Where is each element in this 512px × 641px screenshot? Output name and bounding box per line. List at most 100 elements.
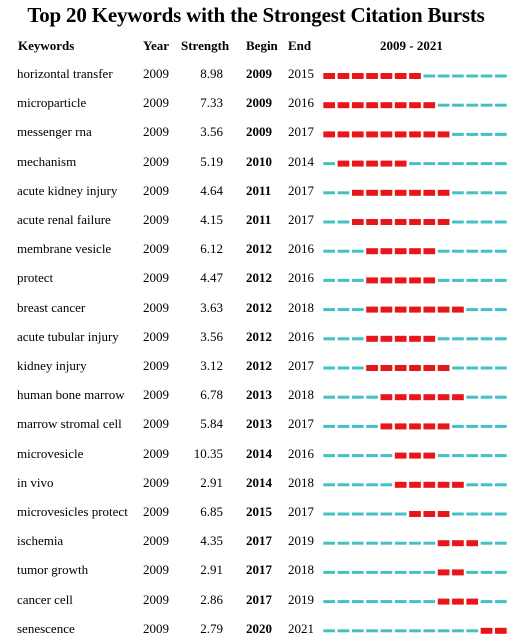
row-end-year: 2018 <box>288 474 314 490</box>
timeline-segment <box>337 366 350 370</box>
timeline-segment <box>323 395 336 399</box>
timeline-segment <box>409 570 421 574</box>
timeline-segment <box>380 512 393 516</box>
timeline-segment <box>480 132 493 136</box>
timeline-segment <box>480 424 493 428</box>
timeline-segment <box>494 570 507 574</box>
timeline-segment <box>366 454 378 458</box>
timeline-segment <box>351 308 364 312</box>
burst-segment <box>351 189 364 196</box>
row-begin-year: 2009 <box>246 95 272 111</box>
timeline-segment <box>466 337 479 341</box>
row-begin-year: 2017 <box>246 562 272 578</box>
timeline-segment <box>351 512 364 516</box>
burst-segment <box>452 394 464 401</box>
row-keyword: mechanism <box>17 153 77 169</box>
timeline-segment <box>480 483 493 487</box>
row-keyword: microparticle <box>17 95 87 111</box>
burst-segment <box>380 131 393 138</box>
row-keyword: acute renal failure <box>17 212 111 227</box>
row-keyword: protect <box>17 270 54 286</box>
timeline-segment <box>323 308 336 312</box>
row-begin-year: 2012 <box>246 328 272 344</box>
row-end-year: 2021 <box>288 620 314 636</box>
burst-segment <box>394 131 407 138</box>
row-begin-year: 2012 <box>246 241 272 257</box>
timeline-segment <box>452 629 464 633</box>
burst-segment <box>409 189 421 196</box>
row-strength: 2.91 <box>200 474 223 490</box>
timeline-segment <box>380 629 393 633</box>
burst-segment <box>423 219 436 225</box>
timeline-segment <box>323 191 336 195</box>
row-begin-year: 2012 <box>246 270 272 286</box>
timeline-segment <box>337 249 350 253</box>
timeline-segment <box>480 395 493 399</box>
row-keyword: acute tubular injury <box>17 328 119 344</box>
row-end-year: 2017 <box>288 182 314 198</box>
burst-segment <box>437 423 450 430</box>
timeline-segment <box>452 132 464 136</box>
burst-segment <box>452 481 464 488</box>
burst-segment <box>366 160 378 167</box>
burst-segment <box>409 248 421 255</box>
row-year: 2009 <box>143 620 169 636</box>
burst-segment <box>409 481 421 488</box>
timeline-segment <box>466 162 479 166</box>
row-strength: 4.47 <box>200 270 223 286</box>
burst-segment <box>380 423 393 430</box>
timeline-segment <box>466 308 479 312</box>
row-year: 2009 <box>143 387 169 403</box>
row-keyword: kidney injury <box>17 358 87 373</box>
burst-segment <box>423 102 436 109</box>
row-strength: 4.15 <box>200 212 223 227</box>
burst-segment <box>337 131 350 138</box>
row-year: 2009 <box>143 212 169 227</box>
timeline-segment <box>494 366 507 370</box>
burst-segment <box>351 131 364 138</box>
timeline-segment <box>480 74 493 78</box>
row-end-year: 2016 <box>288 270 314 286</box>
row-begin-year: 2014 <box>246 474 272 490</box>
row-year: 2009 <box>143 124 169 140</box>
timeline-segment <box>366 570 378 574</box>
timeline-segment <box>394 629 407 633</box>
burst-segment <box>452 598 464 605</box>
burst-segment <box>394 73 407 79</box>
row-strength: 7.33 <box>200 95 223 111</box>
row-end-year: 2019 <box>288 533 314 549</box>
timeline-segment <box>351 541 364 545</box>
timeline-segment <box>480 103 493 107</box>
burst-segment <box>437 365 450 371</box>
burst-segment <box>351 219 364 225</box>
timeline-segment <box>480 337 493 341</box>
timeline-segment <box>480 191 493 195</box>
burst-segment <box>409 394 421 401</box>
burst-segment <box>452 540 464 547</box>
burst-segment <box>394 365 407 371</box>
row-strength: 2.79 <box>200 620 223 636</box>
timeline-segment <box>323 600 336 604</box>
timeline-segment <box>466 278 479 282</box>
timeline-segment <box>351 570 364 574</box>
row-year: 2009 <box>143 95 169 111</box>
timeline-segment <box>351 337 364 341</box>
timeline-segment <box>480 278 493 282</box>
burst-segment <box>437 540 450 547</box>
row-year: 2009 <box>143 474 169 490</box>
timeline-segment <box>380 483 393 487</box>
row-keyword: in vivo <box>17 474 54 490</box>
burst-segment <box>437 569 450 576</box>
timeline-segment <box>452 424 464 428</box>
burst-segment <box>380 102 393 109</box>
burst-segment <box>423 306 436 313</box>
row-year: 2009 <box>143 241 169 257</box>
timeline-segment <box>437 337 450 341</box>
burst-segment <box>423 423 436 430</box>
timeline-segment <box>337 512 350 516</box>
timeline-segment <box>437 629 450 633</box>
timeline-segment <box>323 424 336 428</box>
burst-segment <box>437 189 450 196</box>
burst-segment <box>380 160 393 167</box>
burst-segment <box>351 160 364 167</box>
